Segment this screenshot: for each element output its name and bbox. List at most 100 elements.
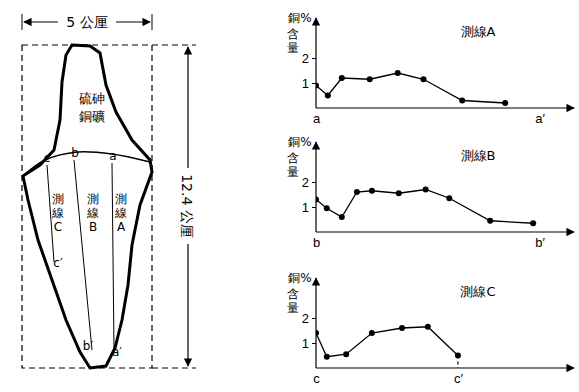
data-point — [316, 197, 319, 203]
y-tick-label: 1 — [302, 76, 309, 91]
dimension-tick — [152, 14, 153, 30]
x-tick-label: a — [313, 111, 321, 126]
data-point — [339, 214, 345, 220]
height-label: 12.4 公厘 — [179, 174, 195, 238]
data-point — [421, 76, 427, 82]
ore-body-outline — [23, 45, 152, 368]
chart-title: 測線C — [460, 284, 495, 299]
survey-line-name: 測線C — [51, 192, 64, 234]
x-axis: c c′ — [313, 368, 574, 386]
y-tick-mark — [312, 58, 316, 59]
y-axis-title-part: 銅% — [288, 135, 311, 149]
ore-label: 硫砷銅礦 — [79, 91, 105, 124]
ore-label-line: 硫砷 — [79, 91, 105, 106]
y-axis-title: 銅%含量 — [287, 271, 312, 315]
plot-area — [316, 324, 461, 360]
survey-line-name: 測線B — [86, 192, 99, 234]
data-point — [396, 190, 402, 196]
survey-line-name-char: A — [117, 220, 126, 234]
line-chart: 12bb′測線B銅%含量 — [287, 135, 574, 250]
y-tick-mark — [312, 207, 316, 208]
y-axis-title-part: 銅% — [288, 271, 311, 285]
y-tick-label: 2 — [302, 311, 309, 326]
y-axis: 12 — [302, 18, 316, 108]
x-axis: a a′ — [313, 108, 574, 126]
zone-boundary — [23, 152, 150, 176]
x-axis-line — [316, 231, 574, 232]
y-axis-title-char: 含 — [287, 287, 299, 301]
figure: 5 公厘12.4 公厘硫砷銅礦aa′測線Abb′測線Bcc′測線C12aa′測線… — [0, 0, 579, 392]
chart-title: 測線B — [461, 148, 496, 163]
chart-title: 測線A — [461, 24, 496, 39]
x-tick-label: b′ — [535, 235, 545, 250]
line-chart: 12cc′測線C銅%含量 — [287, 271, 574, 386]
data-point — [423, 187, 429, 193]
data-point — [399, 325, 405, 331]
series-line — [316, 327, 458, 357]
survey-line-name-char: 測 — [52, 192, 64, 206]
label-background — [178, 168, 198, 244]
data-point — [367, 76, 373, 82]
y-axis-title-char: 含 — [287, 151, 299, 165]
survey-line — [74, 160, 92, 350]
y-axis: 12 — [302, 278, 316, 368]
y-tick: 2 — [302, 175, 316, 190]
y-axis-line — [315, 18, 316, 108]
data-point — [343, 351, 349, 357]
survey-line-end: a′ — [112, 345, 122, 359]
survey-line-start: b — [71, 146, 79, 160]
y-tick-label: 2 — [302, 51, 309, 66]
line-chart: 12aa′測線A銅%含量 — [287, 11, 574, 126]
y-axis-line — [315, 142, 316, 232]
survey-line-start: c — [44, 151, 51, 165]
data-point — [369, 330, 375, 336]
data-point — [354, 189, 360, 195]
data-point — [446, 195, 452, 201]
x-tick-label: c — [313, 371, 320, 386]
data-point — [369, 188, 375, 194]
x-axis-line — [316, 367, 574, 368]
data-point — [324, 354, 330, 360]
bounding-box — [22, 45, 152, 368]
x-axis: b b′ — [313, 232, 574, 250]
y-tick: 1 — [302, 200, 316, 215]
survey-line — [112, 163, 114, 350]
data-point — [459, 98, 465, 104]
dimension-tick — [22, 14, 23, 30]
y-tick: 1 — [302, 76, 316, 91]
x-tick: c′ — [454, 368, 464, 386]
survey-line-end: b′ — [83, 339, 94, 353]
data-point — [325, 93, 331, 99]
data-point — [324, 205, 330, 211]
data-point — [316, 83, 319, 89]
data-point — [316, 330, 319, 336]
x-tick: b′ — [535, 232, 545, 250]
y-tick-mark — [312, 182, 316, 183]
y-axis-title-char: 量 — [287, 41, 299, 55]
plot-area — [316, 70, 508, 106]
y-axis-title-char: 含 — [287, 27, 299, 41]
data-point — [502, 100, 508, 106]
x-tick-label: c′ — [454, 371, 464, 386]
y-axis: 12 — [302, 142, 316, 232]
survey-line-name-char: 線 — [86, 206, 99, 220]
data-point — [487, 218, 493, 224]
x-tick-label: a′ — [535, 111, 545, 126]
x-tick: c — [313, 368, 320, 386]
survey-line-end: c′ — [53, 256, 63, 270]
y-tick-mark — [312, 318, 316, 319]
survey-line-name-char: 線 — [114, 206, 127, 220]
ore-label-line: 銅礦 — [79, 109, 105, 124]
data-point — [339, 75, 345, 81]
y-tick-label: 2 — [302, 175, 309, 190]
y-axis-title-char: 量 — [287, 165, 299, 179]
y-tick: 2 — [302, 311, 316, 326]
data-point — [530, 220, 536, 226]
y-tick-mark — [312, 343, 316, 344]
y-axis-title: 銅% 含量 — [287, 11, 312, 55]
survey-line-name-char: 線 — [51, 206, 64, 220]
x-tick: b — [313, 232, 320, 250]
y-tick: 1 — [302, 336, 316, 351]
y-axis-title-part: 銅% — [288, 11, 311, 25]
series-line — [316, 73, 505, 103]
